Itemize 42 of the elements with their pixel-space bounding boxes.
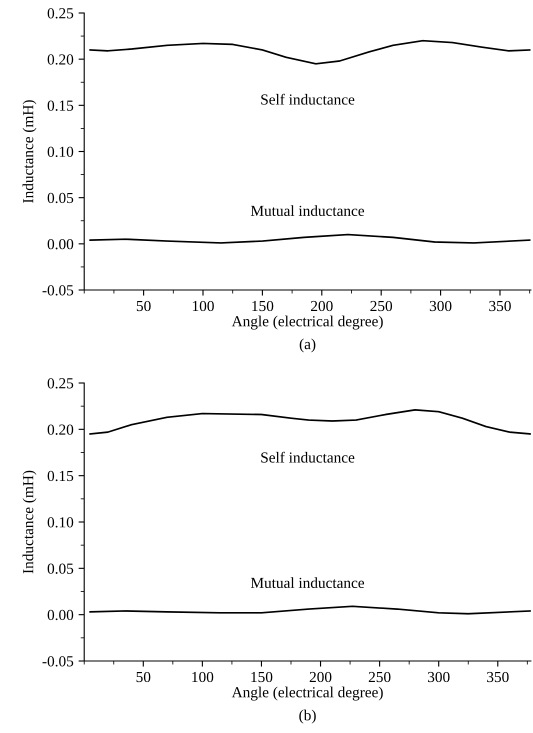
text: (a): [300, 338, 316, 352]
series-label: Mutual inductance: [250, 577, 364, 588]
y-tick-label: 0.20: [48, 54, 74, 65]
x-tick-label: 50: [136, 300, 151, 312]
x-axis-title: Angle (electrical degree): [232, 316, 383, 330]
line-series: [89, 40, 531, 65]
y-tick-label: 0.15: [48, 470, 74, 482]
line-series: [89, 409, 531, 435]
text: Self inductance: [261, 452, 354, 463]
y-tick-label: -0.05: [42, 656, 74, 667]
text: (b): [299, 710, 316, 724]
y-tick-label: 0.25: [48, 8, 74, 19]
y-tick-label: 0.10: [48, 517, 74, 528]
y-tick-label: 0.05: [48, 563, 74, 574]
x-tick-label: 250: [368, 672, 390, 682]
x-tick-label: 100: [192, 672, 214, 682]
x-tick-label: 200: [311, 300, 333, 312]
x-tick-label: 350: [489, 300, 511, 312]
y-tick-label: 0.05: [48, 192, 74, 204]
y-tick-label: 0.20: [48, 424, 74, 435]
x-tick-label: 50: [136, 672, 150, 682]
y-tick-label: 0.15: [48, 100, 74, 111]
y-tick-label: 0.00: [48, 610, 74, 620]
x-tick-label: 300: [428, 672, 450, 682]
line-series: [89, 234, 531, 244]
series-label: Mutual inductance: [250, 205, 364, 216]
y-tick-label: 0.10: [48, 146, 74, 158]
line-series: [89, 605, 531, 615]
x-tick-label: 200: [310, 672, 332, 682]
text: Self inductance: [261, 94, 354, 105]
x-tick-label: 300: [430, 300, 452, 312]
y-axis-title: Inductance (mH): [22, 100, 36, 203]
y-tick-label: 0.00: [48, 238, 74, 250]
y-tick-label: 0.25: [48, 378, 74, 389]
x-tick-label: 150: [252, 300, 274, 312]
x-tick-label: 250: [370, 300, 392, 312]
y-tick-label: -0.05: [42, 285, 74, 296]
x-tick-label: 350: [487, 672, 509, 682]
x-tick-label: 100: [192, 300, 214, 312]
x-tick-label: 150: [251, 672, 272, 682]
x-axis-title: Angle (electrical degree): [232, 686, 383, 701]
y-axis-title: Inductance (mH): [22, 470, 36, 574]
